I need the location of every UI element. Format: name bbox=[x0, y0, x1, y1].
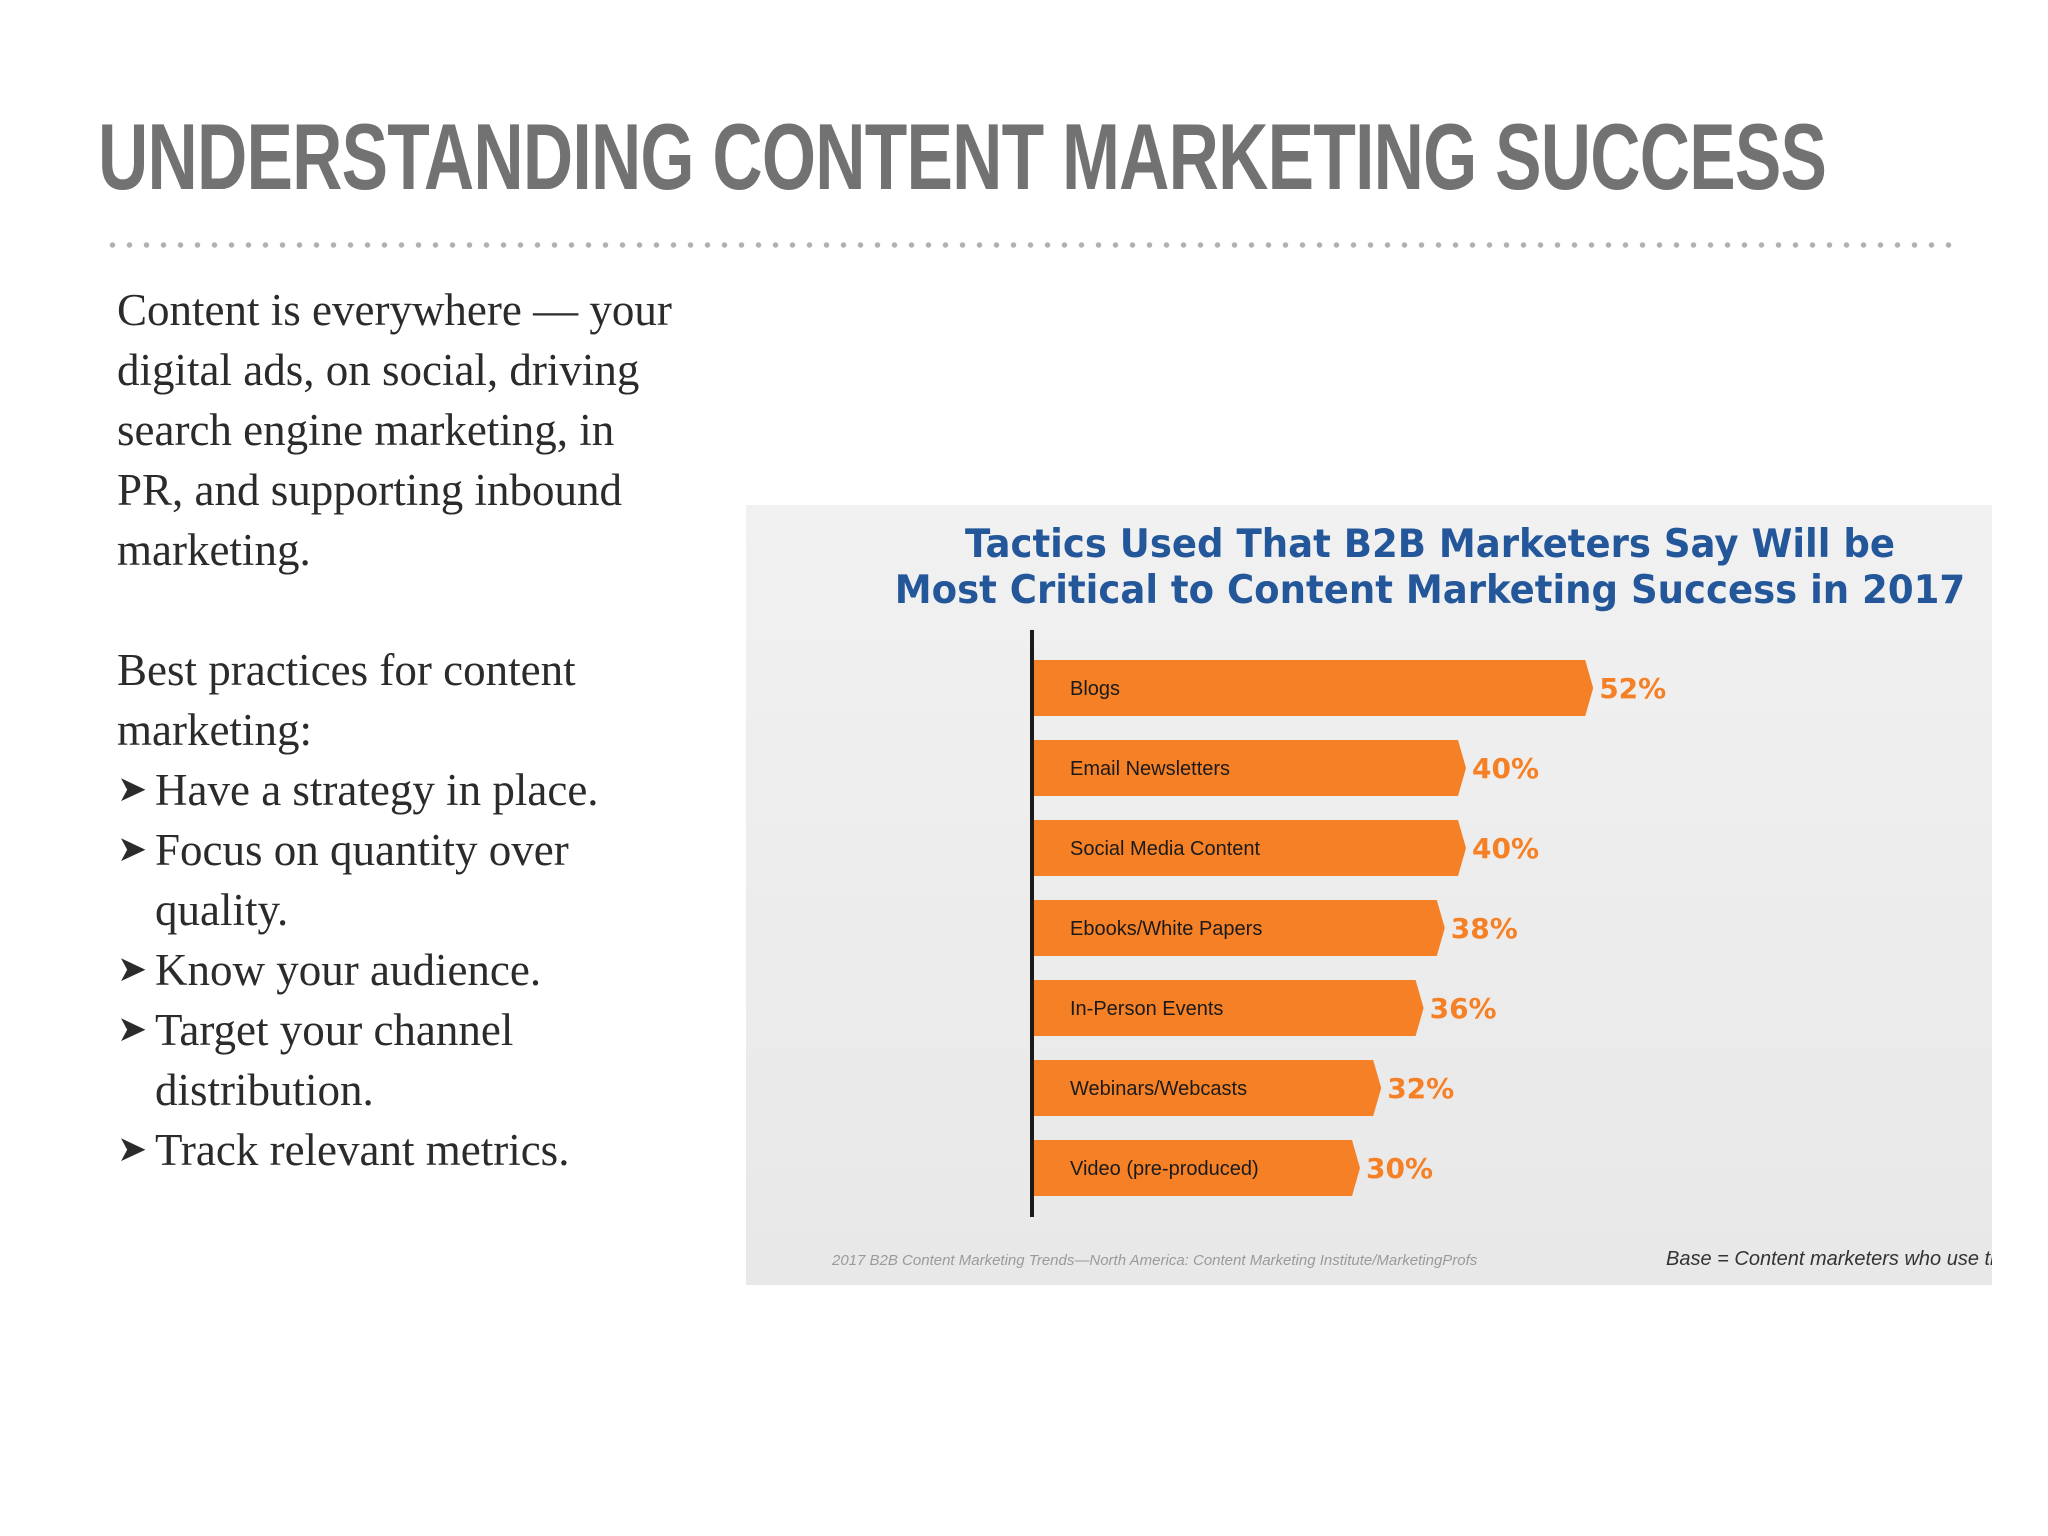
value-label: 36% bbox=[1430, 992, 1497, 1025]
value-label: 40% bbox=[1472, 752, 1539, 785]
bar-video-pre-produced bbox=[1034, 1140, 1360, 1196]
value-label: 38% bbox=[1451, 912, 1518, 945]
bar-in-person-events bbox=[1034, 980, 1424, 1036]
chart-title: Tactics Used That B2B Marketers Say Will… bbox=[746, 522, 1992, 614]
dotted-divider bbox=[104, 242, 1954, 248]
arrow-bullet-icon: ➤ bbox=[117, 949, 148, 990]
bullet-text: Target your channel distribution. bbox=[155, 1005, 514, 1115]
value-label: 52% bbox=[1599, 672, 1666, 705]
bar-social-media-content bbox=[1034, 820, 1466, 876]
bullet-text: Focus on quantity over quality. bbox=[155, 825, 569, 935]
arrow-bullet-icon: ➤ bbox=[117, 829, 148, 870]
chart-image: Tactics Used That B2B Marketers Say Will… bbox=[746, 505, 1992, 1285]
body-text: Content is everywhere — your digital ads… bbox=[117, 280, 677, 1180]
bullet-item: ➤ Know your audience. bbox=[117, 940, 677, 1000]
category-label: Email Newsletters bbox=[1070, 758, 1230, 780]
paragraph-gap bbox=[117, 580, 677, 640]
category-label: Social Media Content bbox=[1070, 838, 1261, 860]
arrow-bullet-icon: ➤ bbox=[117, 769, 148, 810]
value-label: 32% bbox=[1387, 1072, 1454, 1105]
bullet-text: Know your audience. bbox=[155, 945, 542, 995]
category-label: Ebooks/White Papers bbox=[1070, 918, 1262, 940]
bullet-text: Track relevant metrics. bbox=[155, 1125, 570, 1175]
category-label: Webinars/Webcasts bbox=[1070, 1078, 1247, 1100]
bar-chart: Blogs 52% Email Newsletters 40% Social Media… bbox=[1030, 630, 1666, 1217]
value-label: 40% bbox=[1472, 832, 1539, 865]
intro-paragraph: Content is everywhere — your digital ads… bbox=[117, 285, 672, 575]
chart-base-note: Base = Content marketers who use th bbox=[1666, 1248, 1992, 1270]
bullet-item: ➤ Target your channel distribution. bbox=[117, 1000, 677, 1120]
bar-blogs bbox=[1034, 660, 1594, 716]
value-label: 30% bbox=[1366, 1152, 1433, 1185]
bar-webinars-webcasts bbox=[1034, 1060, 1382, 1116]
bar-email-newsletters bbox=[1034, 740, 1466, 796]
chart-title-line: Tactics Used That B2B Marketers Say Will… bbox=[965, 522, 1895, 567]
best-practices-list: ➤ Have a strategy in place. ➤ Focus on qua… bbox=[117, 760, 677, 1180]
arrow-bullet-icon: ➤ bbox=[117, 1129, 148, 1170]
slide-title: UNDERSTANDING CONTENT MARKETING SUCCESS bbox=[98, 104, 1827, 209]
bullet-item: ➤ Have a strategy in place. bbox=[117, 760, 677, 820]
bullet-item: ➤ Track relevant metrics. bbox=[117, 1120, 677, 1180]
bullet-item: ➤ Focus on quantity over quality. bbox=[117, 820, 677, 940]
chart-source: 2017 B2B Content Marketing Trends—North … bbox=[832, 1252, 1478, 1269]
arrow-bullet-icon: ➤ bbox=[117, 1009, 148, 1050]
category-label: Video (pre-produced) bbox=[1070, 1158, 1259, 1180]
chart-title-line: Most Critical to Content Marketing Succe… bbox=[894, 568, 1966, 613]
bullet-text: Have a strategy in place. bbox=[155, 765, 599, 815]
best-practices-intro: Best practices for content marketing: bbox=[117, 645, 576, 755]
category-label: In-Person Events bbox=[1070, 998, 1223, 1020]
category-label: Blogs bbox=[1070, 678, 1120, 700]
bar-ebooks-white-papers bbox=[1034, 900, 1445, 956]
